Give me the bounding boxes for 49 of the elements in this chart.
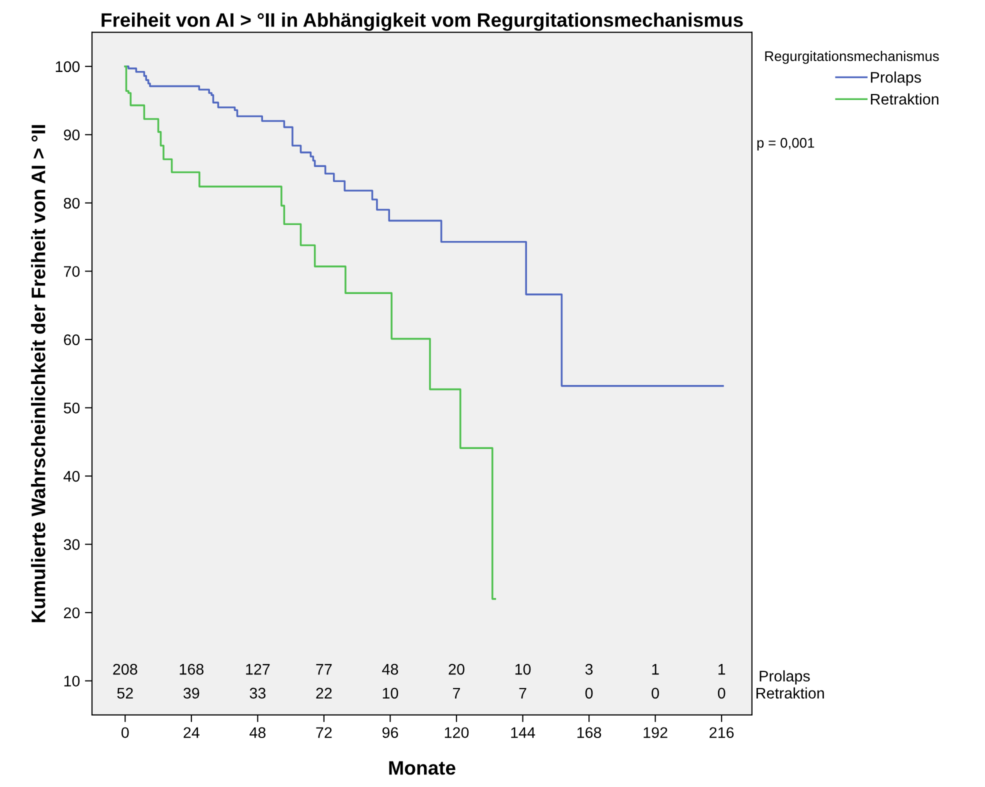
annotation: 1 (652, 664, 659, 675)
annotation: 10 (515, 664, 531, 675)
y-tick-label: 20 (64, 607, 80, 618)
y-tick-label: 50 (64, 402, 80, 414)
annotation: 39 (183, 688, 200, 699)
annotation: 1 (718, 664, 726, 675)
annotation: 127 (246, 664, 270, 675)
annotation: 52 (117, 688, 133, 699)
annotation: 20 (448, 664, 464, 675)
y-tick-label: 40 (64, 470, 80, 482)
x-tick-label: 24 (184, 727, 200, 738)
y-tick-label: 90 (64, 130, 80, 140)
x-tick-label: 120 (444, 727, 469, 738)
annotation: 0 (585, 688, 593, 699)
annotation: 10 (382, 688, 398, 699)
text: p = 0,001 (757, 138, 814, 150)
x-tick-label: 216 (710, 727, 734, 738)
y-axis-title: Kumulierte Wahrscheinlichkeit der Freiheit von AI > °II (31, 125, 46, 622)
x-tick-label: 144 (511, 727, 536, 738)
y-tick-label: 80 (64, 198, 80, 209)
y-tick-label: 30 (64, 539, 80, 550)
annotation: 33 (250, 688, 266, 699)
annotation: 22 (316, 688, 332, 698)
annotation: 0 (718, 688, 726, 699)
legend-label: Retraktion (870, 93, 938, 105)
text: Retraktion (756, 687, 824, 699)
annotation: 3 (585, 664, 593, 675)
x-tick-label: 192 (644, 727, 668, 738)
x-axis-title: Monate (389, 761, 456, 775)
y-tick-label: 10 (64, 676, 80, 687)
legend-title: Regurgitationsmechanismus (765, 50, 939, 64)
annotation: 7 (453, 688, 460, 698)
annotation: 7 (519, 688, 526, 698)
x-tick-label: 0 (121, 727, 129, 738)
annotation: 77 (316, 664, 332, 675)
x-tick-label: 72 (316, 727, 332, 738)
legend-label: Prolaps (870, 72, 921, 86)
x-tick-label: 48 (250, 727, 266, 738)
chart-title: Freiheit von AI > °II in Abhängigkeit vom Regurgitationsmechanismus (102, 12, 743, 31)
annotation: 48 (382, 664, 398, 675)
text: Prolaps (760, 670, 810, 685)
y-tick-label: 100 (56, 61, 80, 72)
y-tick-label: 60 (64, 334, 80, 346)
annotation: 208 (113, 664, 138, 675)
x-tick-label: 96 (382, 727, 398, 738)
annotation: 0 (652, 688, 659, 699)
y-tick-label: 70 (64, 266, 80, 277)
x-tick-label: 168 (577, 727, 602, 738)
annotation: 168 (180, 664, 204, 675)
